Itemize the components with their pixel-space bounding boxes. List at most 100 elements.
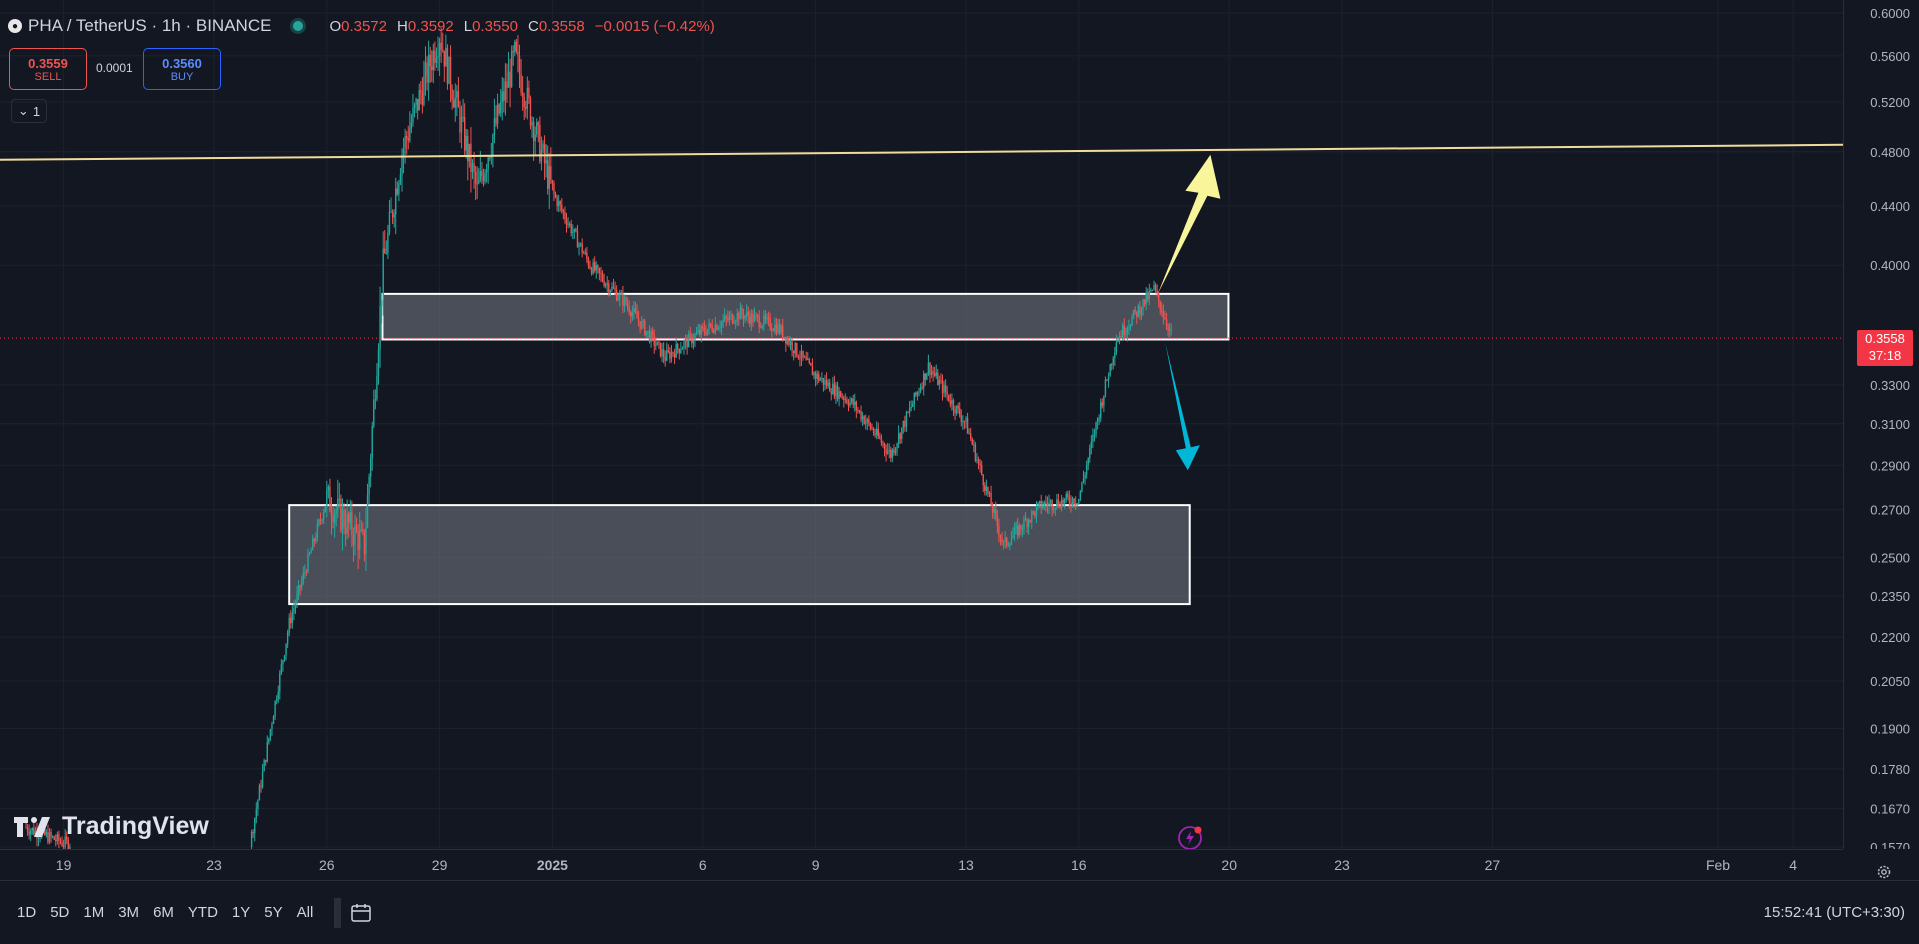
candle [384,230,386,254]
gear-icon[interactable] [1876,864,1892,880]
candle-body [803,356,806,358]
chart-canvas[interactable] [0,0,1844,856]
candle-body [1123,325,1125,336]
candle-body [1134,309,1136,312]
price-axis[interactable]: 0.6000 0.5600 0.5200 0.4800 0.4400 0.4000 0.33… [1843,0,1919,855]
candle [504,63,507,116]
candle-body [1090,441,1093,448]
candle-body [1082,478,1085,483]
candle [498,103,500,116]
candle [1121,322,1124,341]
range-all[interactable]: All [296,904,314,921]
range-5y[interactable]: 5Y [264,904,283,921]
buy-button[interactable]: 0.3560 BUY [143,48,221,90]
candle-body [576,231,579,248]
range-1d[interactable]: 1D [17,904,37,921]
indicators-toggle-button[interactable]: ⌄ 1 [11,99,47,123]
price-axis-label: 0.1670 [1870,802,1910,817]
candle-body [930,371,933,375]
candle-body [551,180,554,184]
range-1m[interactable]: 1M [83,904,105,921]
candle [805,351,807,361]
candle-body [302,572,304,581]
lightning-alert-icon[interactable] [1178,826,1202,850]
candle [929,362,931,383]
candle [404,128,406,164]
candle-body [706,328,709,335]
candle-body [771,328,773,331]
candle-body [1006,537,1008,546]
date-range-icon[interactable] [349,902,373,924]
candle [858,409,861,414]
candle-body [421,93,424,105]
market-status-icon[interactable] [293,21,304,31]
tradingview-watermark[interactable]: TradingView [14,812,209,841]
candle-body [547,160,549,189]
candle [252,829,254,839]
candle-body [373,399,375,427]
candle [545,144,547,178]
candle [877,422,879,440]
candle-body [995,508,997,515]
range-5d[interactable]: 5D [50,904,70,921]
candle [391,209,394,225]
candle [45,829,48,838]
candle-body [526,87,529,109]
candle-body [829,382,831,392]
candle [904,415,906,432]
candle [985,479,988,496]
price-axis-label: 0.2500 [1870,551,1910,566]
candle [1032,510,1035,516]
candle-body [839,391,842,398]
candle [454,83,456,122]
candle [476,166,478,199]
candle [1096,417,1099,430]
candle [860,405,862,423]
candle [883,442,886,457]
symbol-title[interactable]: PHA / TetherUS · 1h · BINANCE [28,16,272,35]
candle-body [388,212,391,233]
candle [1168,322,1171,339]
candle-body [899,433,901,440]
candle-body [863,416,865,424]
range-1y[interactable]: 1Y [231,904,251,921]
candle [346,499,348,540]
clock-timezone[interactable]: 15:52:41 (UTC+3:30) [1763,904,1905,921]
candle-body [586,252,588,259]
candle [708,318,710,335]
candle [905,410,908,432]
candle [601,270,604,283]
candle-body [407,138,409,141]
sell-button[interactable]: 0.3559 SELL [9,48,87,90]
candle-body [277,691,279,700]
candle-body [457,91,460,108]
candle [1017,517,1019,540]
candle-body [901,427,903,440]
candle [1153,280,1155,291]
candle [395,177,397,235]
candle-body [598,267,601,273]
candle [293,600,295,621]
candle-body [365,527,367,555]
candle-body [692,340,695,344]
range-ytd[interactable]: YTD [187,904,218,921]
time-axis[interactable]: 19 23 26 29 2025 6 9 13 16 20 23 27 Feb 4 [0,849,1843,880]
candle-body [509,71,511,87]
candle-body [620,293,623,295]
candle [991,502,994,519]
candle [727,310,729,323]
candle-body [763,315,765,326]
candle-body [495,118,497,124]
candle-body [760,327,762,329]
range-6m[interactable]: 6M [153,904,174,921]
candle-body [56,834,59,842]
candle [728,311,731,326]
candle [1057,493,1060,508]
candle-body [935,372,937,376]
chart-pane[interactable] [0,0,1844,856]
candle [1106,379,1108,382]
range-3m[interactable]: 3M [118,904,140,921]
time-axis-label: 2025 [537,857,568,873]
candle-body [866,419,868,422]
candle [836,381,839,402]
